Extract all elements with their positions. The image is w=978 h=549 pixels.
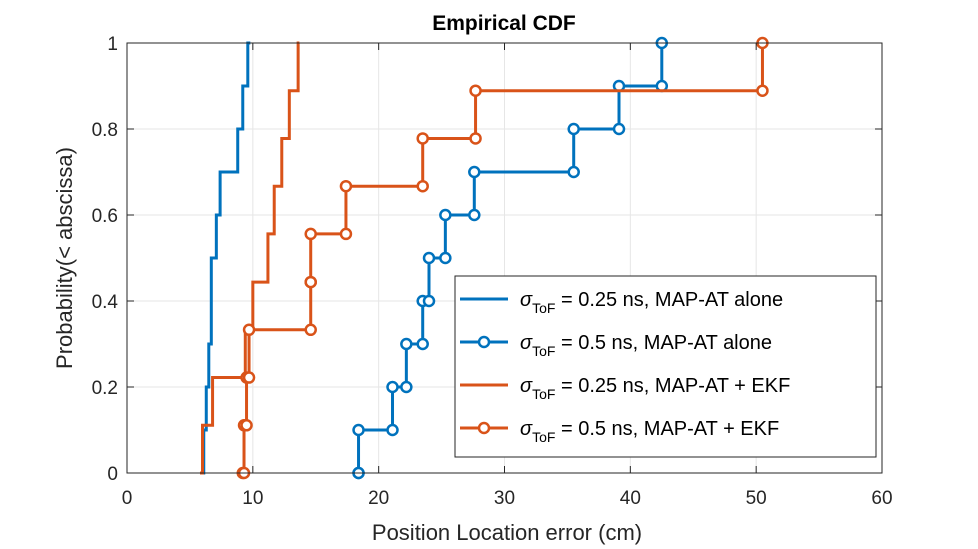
- data-point: [469, 167, 479, 177]
- data-point: [471, 86, 481, 96]
- y-tick-label: 0.8: [92, 120, 118, 141]
- x-tick-label: 60: [871, 488, 892, 509]
- data-point: [440, 253, 450, 263]
- data-point: [388, 382, 398, 392]
- chart-title: Empirical CDF: [432, 12, 576, 35]
- data-point: [424, 296, 434, 306]
- data-point: [418, 339, 428, 349]
- y-axis-label: Probability(< abscissa): [52, 147, 77, 369]
- legend-marker: [479, 337, 489, 347]
- legend-marker: [479, 423, 489, 433]
- data-point: [388, 425, 398, 435]
- x-tick-label: 40: [620, 488, 641, 509]
- data-point: [242, 420, 252, 430]
- ecdf-chart: 0 10 20 30 40 50 60 0 0.2 0.4 0.6 0.8 1 Empirical C…: [0, 0, 978, 549]
- data-point: [341, 229, 351, 239]
- data-point: [757, 86, 767, 96]
- data-point: [306, 277, 316, 287]
- data-point: [424, 253, 434, 263]
- data-point: [440, 210, 450, 220]
- y-tick-label: 0.4: [92, 292, 119, 313]
- data-point: [418, 181, 428, 191]
- x-tick-label: 30: [494, 488, 515, 509]
- data-point: [341, 181, 351, 191]
- data-point: [418, 133, 428, 143]
- data-point: [244, 373, 254, 383]
- data-point: [569, 124, 579, 134]
- data-point: [469, 210, 479, 220]
- x-tick-label: 10: [242, 488, 263, 509]
- y-tick-label: 0: [107, 464, 118, 485]
- data-point: [306, 325, 316, 335]
- data-point: [401, 382, 411, 392]
- x-tick-label: 20: [368, 488, 389, 509]
- y-tick-label: 0.6: [92, 206, 118, 227]
- x-axis-label: Position Location error (cm): [372, 520, 642, 545]
- x-tick-label: 0: [122, 488, 133, 509]
- data-point: [306, 229, 316, 239]
- data-point: [471, 133, 481, 143]
- data-point: [614, 124, 624, 134]
- x-tick-label: 50: [746, 488, 767, 509]
- data-point: [354, 425, 364, 435]
- y-tick-label: 0.2: [92, 378, 118, 399]
- data-point: [244, 325, 254, 335]
- data-point: [569, 167, 579, 177]
- y-tick-label: 1: [107, 34, 118, 55]
- data-point: [401, 339, 411, 349]
